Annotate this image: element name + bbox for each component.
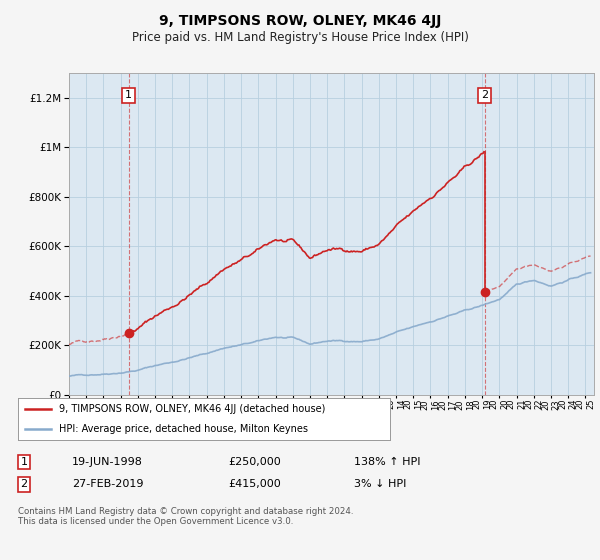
Text: 138% ↑ HPI: 138% ↑ HPI — [354, 457, 421, 467]
Text: Contains HM Land Registry data © Crown copyright and database right 2024.
This d: Contains HM Land Registry data © Crown c… — [18, 507, 353, 526]
Text: 9, TIMPSONS ROW, OLNEY, MK46 4JJ: 9, TIMPSONS ROW, OLNEY, MK46 4JJ — [159, 14, 441, 28]
Text: 9, TIMPSONS ROW, OLNEY, MK46 4JJ (detached house): 9, TIMPSONS ROW, OLNEY, MK46 4JJ (detach… — [59, 404, 325, 413]
Text: 2: 2 — [481, 90, 488, 100]
Text: 19-JUN-1998: 19-JUN-1998 — [72, 457, 143, 467]
Text: £415,000: £415,000 — [228, 479, 281, 489]
Text: HPI: Average price, detached house, Milton Keynes: HPI: Average price, detached house, Milt… — [59, 424, 308, 433]
Text: Price paid vs. HM Land Registry's House Price Index (HPI): Price paid vs. HM Land Registry's House … — [131, 31, 469, 44]
Text: £250,000: £250,000 — [228, 457, 281, 467]
Text: 2: 2 — [20, 479, 28, 489]
Text: 1: 1 — [125, 90, 132, 100]
Text: 3% ↓ HPI: 3% ↓ HPI — [354, 479, 406, 489]
Text: 27-FEB-2019: 27-FEB-2019 — [72, 479, 143, 489]
Text: 1: 1 — [20, 457, 28, 467]
